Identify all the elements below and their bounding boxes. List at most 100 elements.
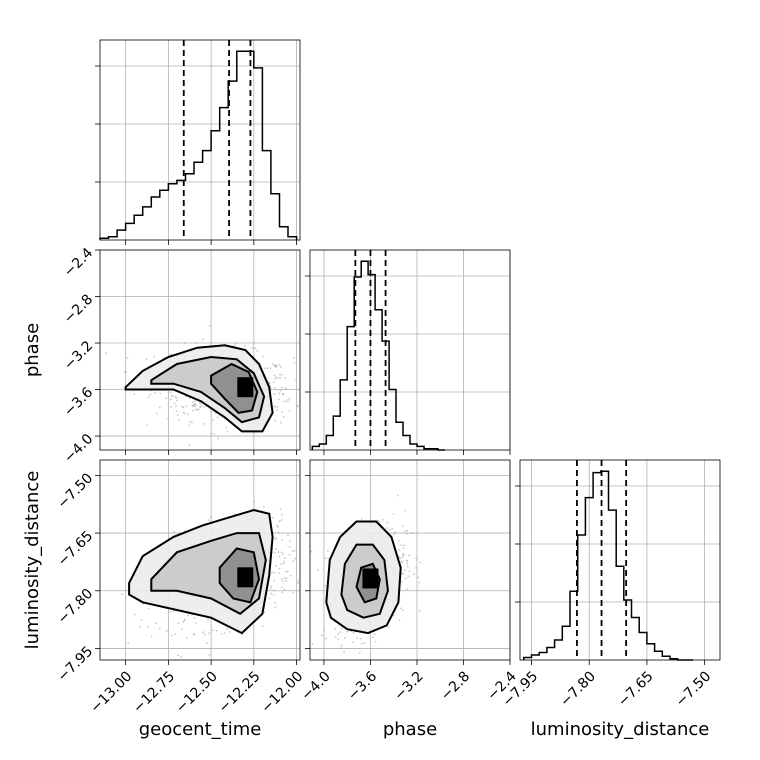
panel-frame xyxy=(519,459,721,661)
sample-point xyxy=(291,550,294,552)
sample-point xyxy=(195,622,198,624)
x-axis-label: geocent_time xyxy=(139,719,262,740)
x-tick-label: −12.50 xyxy=(173,668,221,716)
sample-point xyxy=(334,627,337,630)
sample-point xyxy=(203,423,205,425)
contour-line xyxy=(128,508,274,635)
sample-point xyxy=(217,437,220,440)
sample-point xyxy=(283,588,286,591)
sample-point xyxy=(180,628,183,631)
contour-line xyxy=(355,562,381,604)
sample-point xyxy=(275,366,277,368)
density-peak xyxy=(237,567,254,588)
sample-point xyxy=(273,537,276,539)
sample-point xyxy=(280,421,282,424)
sample-point xyxy=(288,545,291,548)
sample-point xyxy=(266,367,269,370)
sample-point xyxy=(200,405,203,408)
sample-point xyxy=(274,377,277,380)
sample-point xyxy=(346,630,349,633)
sample-point xyxy=(234,342,237,345)
sample-point xyxy=(205,642,208,645)
sample-point xyxy=(209,325,211,327)
sample-point xyxy=(359,637,362,640)
contour-line xyxy=(150,532,267,615)
sample-point xyxy=(408,554,411,557)
x-tick-label: −3.2 xyxy=(391,668,426,703)
sample-point xyxy=(177,654,180,657)
sample-point xyxy=(127,642,129,644)
sample-point xyxy=(398,619,401,621)
sample-point xyxy=(104,352,107,355)
sample-point xyxy=(155,622,158,625)
sample-point xyxy=(320,634,323,637)
sample-point xyxy=(191,401,194,403)
sample-point xyxy=(363,642,366,644)
x-tick-label: −13.00 xyxy=(87,668,135,716)
sample-point xyxy=(373,633,376,636)
sample-point xyxy=(210,432,213,435)
x-tick-label: −7.80 xyxy=(557,668,599,710)
y-tick-label: −7.95 xyxy=(55,643,97,685)
sample-point xyxy=(408,570,411,573)
histogram-luminosity_distance xyxy=(523,470,694,661)
density-peak xyxy=(237,377,254,398)
sample-point xyxy=(214,412,217,415)
x-tick-label: −7.50 xyxy=(673,668,715,710)
contour-line xyxy=(340,543,389,619)
sample-point xyxy=(264,611,266,613)
sample-point xyxy=(343,637,346,639)
sample-point xyxy=(406,562,408,565)
sample-point xyxy=(261,625,264,627)
panel-frame xyxy=(309,249,511,451)
sample-point xyxy=(187,614,190,617)
sample-point xyxy=(341,627,343,629)
sample-point xyxy=(287,399,289,401)
sample-point xyxy=(403,569,406,572)
sample-point xyxy=(139,625,141,628)
sample-point xyxy=(277,377,280,379)
y-tick-label: −7.80 xyxy=(55,586,97,628)
sample-point xyxy=(296,405,299,408)
sample-point xyxy=(293,549,296,552)
sample-point xyxy=(310,550,313,553)
sample-point xyxy=(133,392,136,395)
sample-point xyxy=(124,371,127,373)
panel-frame xyxy=(99,459,301,661)
sample-point xyxy=(223,632,226,635)
sample-point xyxy=(154,391,157,394)
sample-point xyxy=(285,400,288,403)
sample-point xyxy=(133,613,136,616)
sample-point xyxy=(289,540,291,543)
sample-point xyxy=(193,403,196,406)
x-tick-label: −2.8 xyxy=(438,668,473,703)
sample-point xyxy=(270,585,273,588)
sample-point xyxy=(388,528,391,531)
sample-point xyxy=(415,557,418,559)
sample-point xyxy=(279,508,282,511)
sample-point xyxy=(281,591,284,594)
sample-point xyxy=(286,570,289,573)
sample-point xyxy=(273,579,276,582)
sample-point xyxy=(170,406,173,408)
sample-point xyxy=(274,405,276,408)
sample-point xyxy=(210,410,213,413)
sample-point xyxy=(284,387,287,389)
sample-point xyxy=(194,405,197,408)
sample-point xyxy=(402,609,404,612)
sample-point xyxy=(386,521,389,524)
x-tick-label: −3.6 xyxy=(345,668,380,703)
sample-point xyxy=(282,553,284,556)
sample-point xyxy=(282,580,285,583)
sample-point xyxy=(262,355,264,358)
sample-point xyxy=(216,416,219,419)
sample-point xyxy=(271,516,274,519)
histogram-phase xyxy=(311,260,445,451)
sample-point xyxy=(281,411,283,414)
sample-point xyxy=(178,418,181,421)
sample-point xyxy=(180,656,183,658)
sample-point xyxy=(147,626,150,628)
sample-point xyxy=(187,413,189,416)
sample-point xyxy=(393,533,395,536)
